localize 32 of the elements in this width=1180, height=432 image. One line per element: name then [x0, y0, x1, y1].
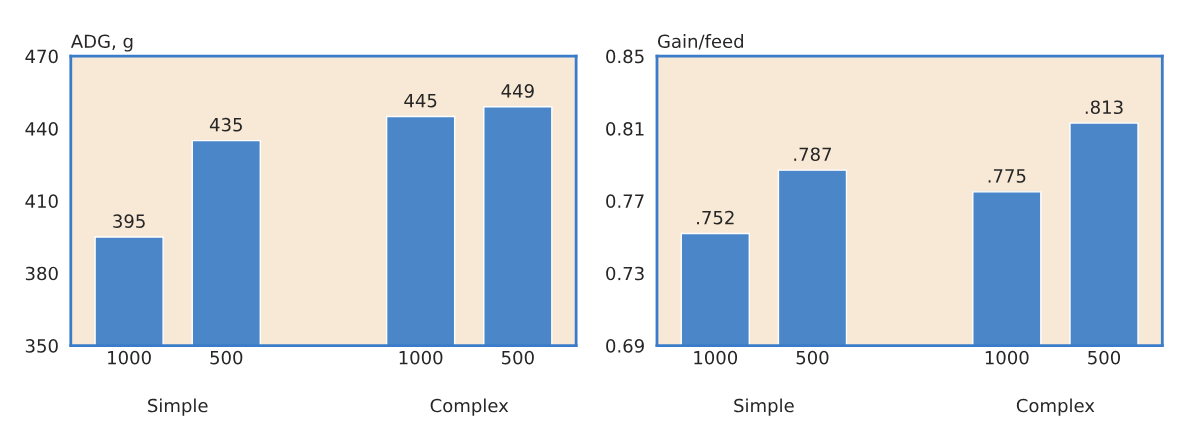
y-tick-label: 0.81 — [606, 121, 644, 136]
x-tick-label: 1000 — [399, 350, 443, 365]
chart-title: ADG, g — [70, 34, 133, 52]
text: Simple — [148, 398, 208, 416]
y-tick-label: 440 — [25, 121, 58, 136]
y-tick-label: 410 — [25, 194, 58, 208]
x-tick-label: 500 — [501, 350, 534, 365]
data-label: 395 — [113, 214, 145, 229]
x-tick-label: 500 — [210, 350, 243, 365]
y-tick-label: 0.85 — [606, 49, 644, 64]
text: Complex — [430, 398, 509, 416]
y-tick-label: 380 — [25, 266, 58, 281]
text: Simple — [734, 398, 794, 416]
text: Complex — [1016, 398, 1095, 416]
x-tick-label: 1000 — [108, 350, 151, 365]
y-tick-label: 0.69 — [606, 339, 644, 353]
data-label: 435 — [209, 117, 242, 132]
data-label: 449 — [501, 84, 534, 98]
y-tick-label: 0.77 — [606, 194, 644, 208]
data-label: .787 — [794, 147, 832, 162]
y-tick-label: 350 — [25, 339, 58, 353]
data-label: .813 — [1085, 100, 1123, 115]
x-tick-label: 500 — [1088, 350, 1121, 365]
data-label: .775 — [988, 169, 1026, 183]
y-tick-label: 0.73 — [606, 266, 644, 281]
chart-title: Gain/feed — [657, 34, 743, 50]
y-tick-label: 470 — [25, 49, 58, 64]
data-label: .752 — [697, 210, 734, 225]
x-tick-label: 1000 — [694, 350, 738, 365]
data-label: 445 — [404, 93, 437, 108]
x-tick-label: 1000 — [985, 350, 1029, 365]
x-tick-label: 500 — [796, 350, 829, 365]
